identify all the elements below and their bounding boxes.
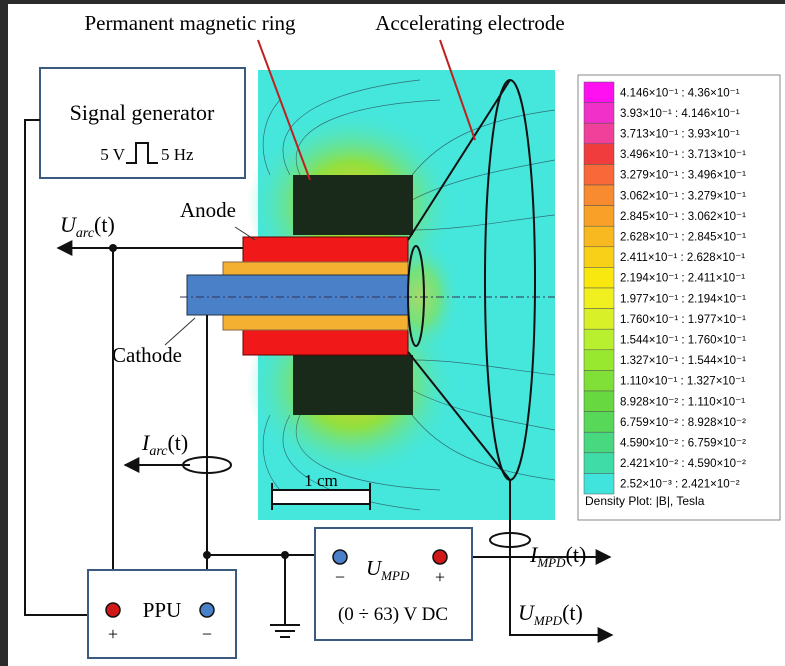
mpd-minus: − (335, 567, 345, 587)
legend-swatch (584, 473, 614, 494)
mpd-range: (0 ÷ 63) V DC (338, 604, 448, 625)
signal-frequency: 5 Hz (161, 145, 194, 164)
legend-label: 2.411×10⁻¹ : 2.628×10⁻¹ (620, 252, 745, 264)
legend-swatch (584, 288, 614, 309)
legend-swatch (584, 391, 614, 412)
legend-label: 4.146×10⁻¹ : 4.36×10⁻¹ (620, 87, 740, 99)
legend-label: 3.93×10⁻¹ : 4.146×10⁻¹ (620, 108, 740, 120)
legend-label: 3.713×10⁻¹ : 3.93×10⁻¹ (620, 129, 740, 141)
cathode-label: Cathode (112, 343, 182, 367)
legend-label: 8.928×10⁻² : 1.110×10⁻¹ (620, 396, 745, 408)
legend-label: 2.628×10⁻¹ : 2.845×10⁻¹ (620, 232, 746, 244)
anode-lower (243, 330, 408, 355)
legend-swatch (584, 350, 614, 371)
legend: Density Plot: |B|, Tesla 4.146×10⁻¹ : 4.… (578, 75, 780, 520)
node (109, 244, 117, 252)
ring-label: Permanent magnetic ring (84, 11, 296, 35)
legend-swatch (584, 432, 614, 453)
legend-swatch (584, 309, 614, 330)
legend-label: 3.496×10⁻¹ : 3.713×10⁻¹ (620, 149, 746, 161)
ppu-label: PPU (143, 598, 182, 622)
legend-swatch (584, 103, 614, 124)
cathode-rod (187, 275, 408, 315)
anode-label: Anode (180, 198, 236, 222)
legend-label: 2.421×10⁻² : 4.590×10⁻² (620, 458, 746, 470)
legend-label: 2.194×10⁻¹ : 2.411×10⁻¹ (620, 273, 745, 285)
legend-swatch (584, 82, 614, 103)
legend-label: 2.845×10⁻¹ : 3.062×10⁻¹ (620, 211, 746, 223)
legend-label: 3.062×10⁻¹ : 3.279×10⁻¹ (620, 190, 746, 202)
legend-swatch (584, 247, 614, 268)
terminal (433, 550, 447, 564)
legend-swatch (584, 185, 614, 206)
terminal (106, 603, 120, 617)
legend-swatch (584, 144, 614, 165)
legend-swatch (584, 267, 614, 288)
legend-label: 1.327×10⁻¹ : 1.544×10⁻¹ (620, 355, 746, 367)
signal-generator-title: Signal generator (70, 100, 215, 125)
electrode-label: Accelerating electrode (375, 11, 564, 35)
legend-swatch (584, 164, 614, 185)
scale-label: 1 cm (304, 471, 338, 490)
legend-swatch (584, 370, 614, 391)
diagram: 1 cm Permanent magnetic ring Acceleratin… (0, 0, 785, 666)
legend-swatch (584, 226, 614, 247)
legend-caption: Density Plot: |B|, Tesla (585, 494, 705, 508)
mpd-plus: + (435, 567, 445, 587)
legend-swatch (584, 412, 614, 433)
insulator-lower (223, 315, 408, 330)
terminal (200, 603, 214, 617)
node (281, 551, 289, 559)
signal-voltage: 5 V (100, 145, 125, 164)
legend-label: 1.760×10⁻¹ : 1.977×10⁻¹ (620, 314, 746, 326)
terminal (333, 550, 347, 564)
legend-label: 1.110×10⁻¹ : 1.327×10⁻¹ (620, 376, 745, 388)
legend-label: 2.52×10⁻³ : 2.421×10⁻² (620, 479, 740, 491)
anode-upper (243, 237, 408, 262)
legend-label: 6.759×10⁻² : 8.928×10⁻² (620, 417, 746, 429)
ppu-plus: + (108, 624, 118, 644)
legend-swatch (584, 453, 614, 474)
legend-swatch (584, 123, 614, 144)
legend-swatch (584, 206, 614, 227)
insulator-upper (223, 262, 408, 275)
legend-label: 4.590×10⁻² : 6.759×10⁻² (620, 438, 746, 450)
legend-swatch (584, 329, 614, 350)
legend-label: 3.279×10⁻¹ : 3.496×10⁻¹ (620, 170, 746, 182)
ppu-minus: − (202, 624, 212, 644)
node (203, 551, 211, 559)
legend-label: 1.977×10⁻¹ : 2.194×10⁻¹ (620, 293, 746, 305)
legend-label: 1.544×10⁻¹ : 1.760×10⁻¹ (620, 335, 746, 347)
